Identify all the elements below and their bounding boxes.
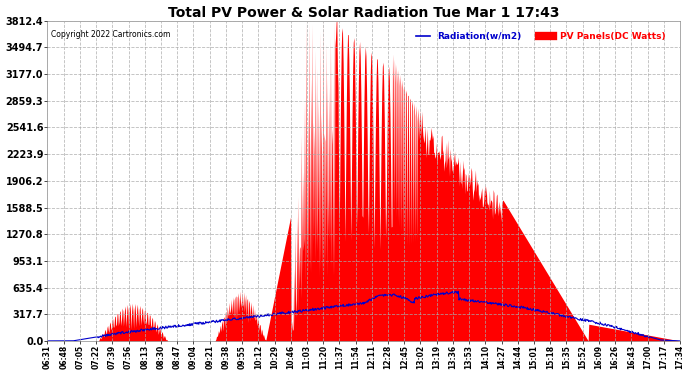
Text: Copyright 2022 Cartronics.com: Copyright 2022 Cartronics.com [50, 30, 170, 39]
Title: Total PV Power & Solar Radiation Tue Mar 1 17:43: Total PV Power & Solar Radiation Tue Mar… [168, 6, 560, 20]
Legend: Radiation(w/m2), PV Panels(DC Watts): Radiation(w/m2), PV Panels(DC Watts) [413, 28, 669, 45]
